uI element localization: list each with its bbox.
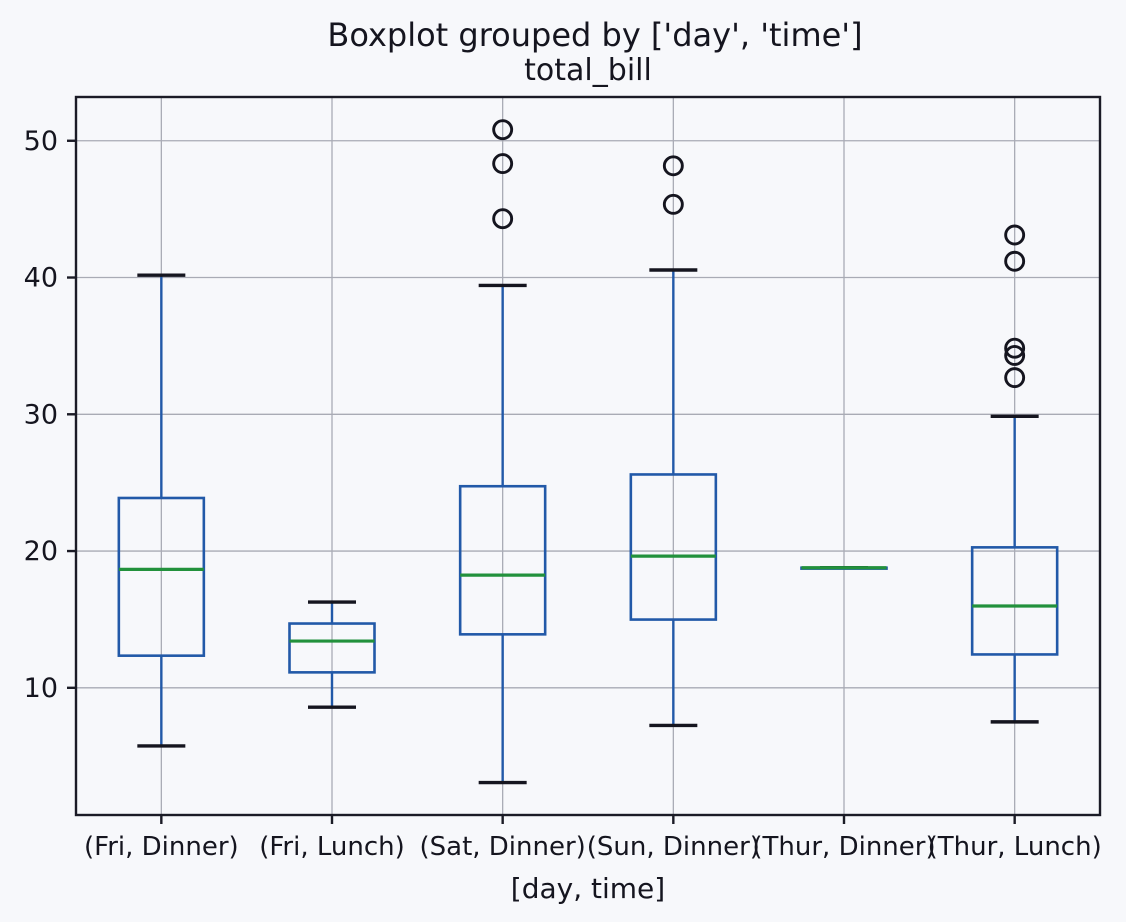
y-tick-label: 40 <box>24 263 58 294</box>
x-tick-label: (Fri, Dinner) <box>84 832 239 862</box>
x-tick-label: (Fri, Lunch) <box>259 832 405 862</box>
iqr-box <box>288 622 376 674</box>
box-group <box>117 273 206 748</box>
axes-spines <box>74 95 1102 817</box>
box-group <box>288 600 376 709</box>
x-tick-label: (Sat, Dinner) <box>419 832 585 862</box>
outlier-point <box>1004 337 1026 359</box>
x-tick-label: (Thur, Lunch) <box>928 832 1102 862</box>
outlier-point <box>1004 224 1026 246</box>
iqr-box <box>117 496 206 657</box>
outlier-point <box>662 155 684 177</box>
outlier-point <box>492 153 514 175</box>
x-tick-label: (Sun, Dinner) <box>587 832 760 862</box>
box-group <box>458 119 547 785</box>
iqr-box <box>629 473 718 621</box>
iqr-box <box>458 484 547 636</box>
iqr-box <box>970 546 1059 656</box>
box-group <box>800 566 888 570</box>
chart-title: Boxplot grouped by ['day', 'time'] <box>327 16 862 54</box>
y-tick-label: 30 <box>24 399 58 430</box>
x-axis-label: [day, time] <box>511 872 665 905</box>
y-tick-label: 20 <box>24 536 58 567</box>
box-group <box>629 155 718 728</box>
y-tick-label: 10 <box>24 673 58 704</box>
box-group <box>970 224 1059 724</box>
outlier-point <box>1004 250 1026 272</box>
outlier-point <box>492 119 514 141</box>
outlier-point <box>1004 367 1026 389</box>
outlier-point <box>492 208 514 230</box>
x-tick-label: (Thur, Dinner) <box>752 832 935 862</box>
outlier-point <box>1004 345 1026 366</box>
outlier-point <box>662 193 684 215</box>
y-tick-label: 50 <box>24 126 58 157</box>
chart-subtitle: total_bill <box>524 53 652 88</box>
